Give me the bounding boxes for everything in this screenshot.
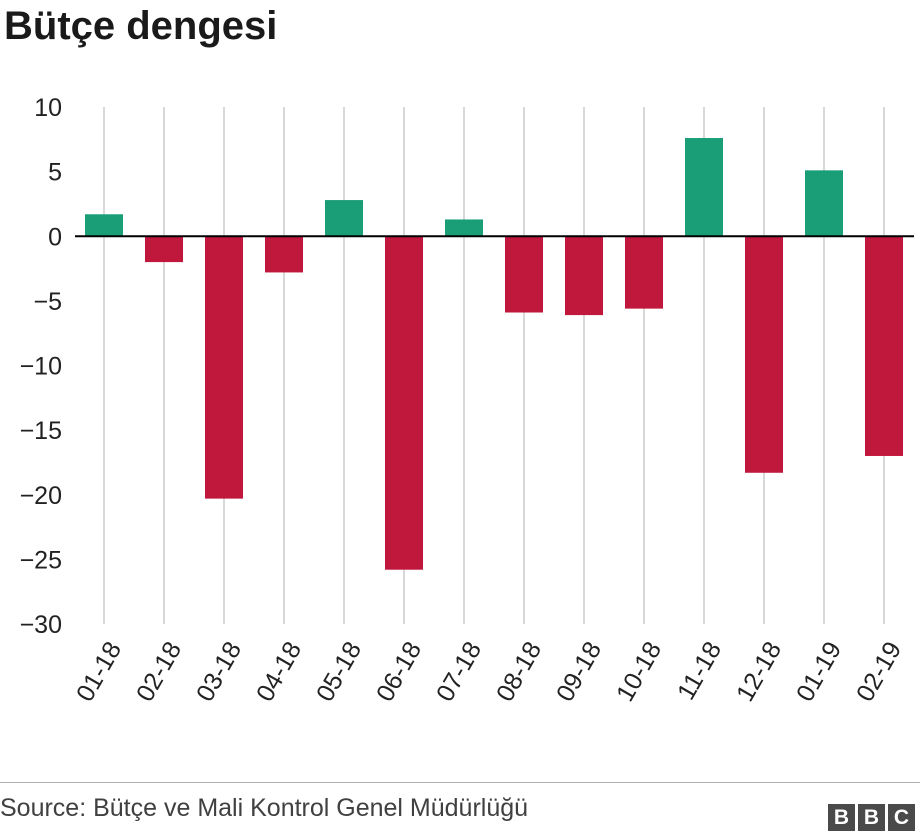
x-tick-label: 11-18 [672, 637, 727, 705]
source-note: Source: Bütçe ve Mali Kontrol Genel Müdü… [0, 794, 529, 822]
bar [805, 170, 843, 237]
x-tick-label: 07-18 [431, 637, 487, 706]
x-tick-label: 01-19 [791, 637, 847, 706]
bbc-logo-letter: B [858, 804, 885, 831]
bar [325, 200, 363, 237]
x-tick-label: 10-18 [611, 637, 667, 706]
y-tick-label: 10 [34, 94, 62, 122]
x-tick-label: 02-19 [851, 637, 907, 706]
y-tick-label: −5 [33, 288, 62, 316]
x-tick-label: 01-18 [71, 637, 127, 706]
bar [145, 236, 183, 263]
bar [685, 138, 723, 237]
chart-title: Bütçe dengesi [4, 4, 278, 48]
bar [745, 236, 783, 473]
bar [265, 236, 303, 273]
bar [565, 236, 603, 316]
x-tick-label: 03-18 [191, 637, 247, 706]
bar [865, 236, 903, 456]
footer-divider [0, 782, 920, 783]
x-tick-label: 05-18 [311, 637, 367, 706]
y-tick-label: 0 [48, 223, 62, 251]
bbc-logo: B B C [828, 804, 915, 831]
bar [85, 214, 123, 237]
x-tick-label: 04-18 [251, 637, 307, 706]
bar [205, 236, 243, 499]
bar [625, 236, 663, 309]
x-tick-label: 08-18 [491, 637, 547, 706]
y-tick-label: −30 [20, 611, 62, 639]
bbc-logo-letter: C [888, 804, 915, 831]
y-tick-label: −15 [20, 417, 62, 445]
bar-chart: 10 5 0 −5 −10 −15 −20 −25 −30 01-18 02-18 03-18 04-1… [20, 94, 914, 706]
y-tick-label: −20 [20, 482, 62, 510]
bar [445, 219, 483, 237]
bar [385, 236, 423, 570]
x-tick-label: 02-18 [131, 637, 187, 706]
x-tick-label: 12-18 [731, 637, 787, 706]
x-tick-label: 09-18 [551, 637, 607, 706]
y-tick-label: 5 [48, 159, 62, 187]
x-tick-label: 06-18 [371, 637, 427, 706]
bbc-logo-letter: B [828, 804, 855, 831]
bar [505, 236, 543, 313]
y-tick-label: −25 [20, 546, 62, 574]
y-tick-label: −10 [20, 353, 62, 381]
